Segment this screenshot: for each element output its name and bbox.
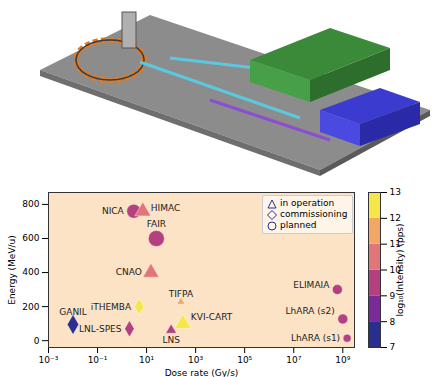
svg-text:10⁹: 10⁹: [335, 355, 350, 365]
svg-text:LhARA (s1): LhARA (s1): [291, 333, 340, 343]
svg-text:LhARA (s2): LhARA (s2): [286, 306, 335, 316]
svg-text:10¹: 10¹: [139, 355, 154, 365]
svg-text:400: 400: [22, 267, 39, 277]
html-text:planned: planned: [280, 220, 317, 230]
svg-text:LNL-SPES: LNL-SPES: [79, 324, 122, 334]
svg-text:200: 200: [22, 302, 39, 312]
svg-text:ELIMAIA: ELIMAIA: [293, 280, 330, 290]
svg-text:KVI-CART: KVI-CART: [191, 312, 233, 322]
svg-text:LNS: LNS: [162, 335, 180, 345]
svg-text:FAIR: FAIR: [147, 219, 166, 229]
html-text:commissioning: commissioning: [280, 209, 348, 219]
svg-text:10⁻³: 10⁻³: [39, 355, 59, 365]
svg-text:10⁻¹: 10⁻¹: [88, 355, 108, 365]
svg-text:12: 12: [390, 213, 401, 223]
svg-text:NICA: NICA: [102, 206, 125, 216]
svg-text:10⁵: 10⁵: [237, 355, 252, 365]
html-text:in operation: in operation: [280, 198, 335, 208]
svg-text:CNAO: CNAO: [116, 267, 142, 277]
svg-text:10⁷: 10⁷: [286, 355, 301, 365]
svg-text:8: 8: [390, 317, 396, 327]
svg-text:9: 9: [389, 290, 396, 301]
svg-text:800: 800: [22, 199, 39, 209]
svg-text:10³: 10³: [188, 355, 203, 365]
svg-text:600: 600: [22, 233, 39, 243]
svg-text:log₁₀(Intensity) (pps): log₁₀(Intensity) (pps): [395, 223, 405, 316]
svg-text:0: 0: [34, 336, 40, 346]
svg-text:7: 7: [390, 342, 396, 352]
svg-text:Energy (MeV/u): Energy (MeV/u): [7, 235, 17, 305]
svg-text:GANIL: GANIL: [59, 307, 87, 317]
svg-text:TIFPA: TIFPA: [168, 289, 194, 299]
svg-text:Dose rate (Gy/s): Dose rate (Gy/s): [165, 368, 239, 377]
svg-text:13: 13: [390, 187, 401, 197]
svg-text:iTHEMBA: iTHEMBA: [91, 302, 132, 312]
svg-text:HIMAC: HIMAC: [151, 203, 180, 213]
